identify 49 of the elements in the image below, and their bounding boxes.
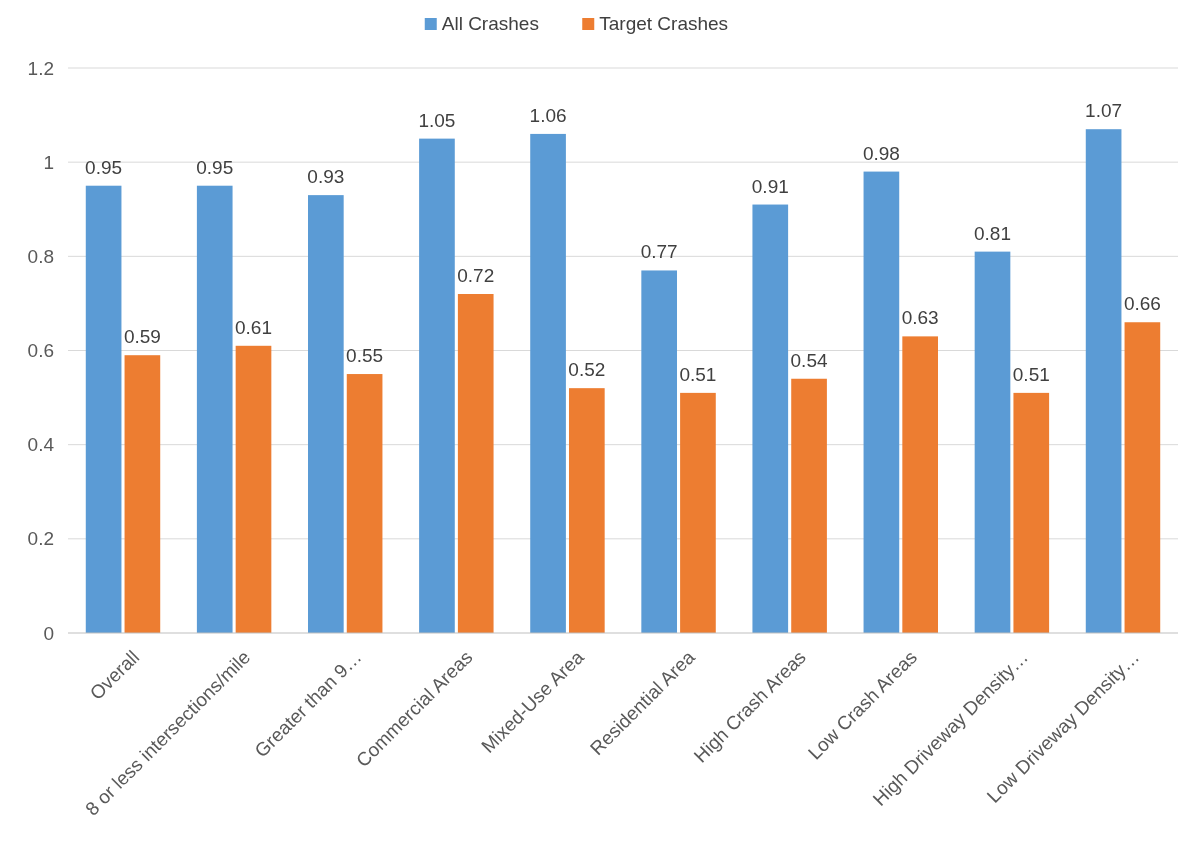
bar	[1085, 129, 1122, 633]
bar	[457, 294, 494, 633]
legend-label: All Crashes	[441, 13, 539, 34]
bar	[235, 345, 272, 633]
data-label: 0.66	[1123, 293, 1161, 315]
legend-label: Target Crashes	[599, 13, 729, 34]
bar	[196, 185, 233, 633]
data-label: 0.81	[974, 222, 1011, 244]
data-label: 0.51	[1012, 363, 1050, 385]
data-label: 0.61	[235, 316, 272, 338]
data-label: 1.06	[529, 104, 567, 126]
data-label: 0.51	[679, 363, 717, 385]
bar	[1124, 322, 1161, 633]
data-label: 0.72	[457, 265, 495, 286]
data-label: 0.55	[346, 345, 384, 367]
bar	[863, 171, 900, 633]
bar	[752, 204, 789, 633]
data-label: 1.07	[1085, 100, 1123, 122]
bar	[569, 388, 605, 633]
bar	[791, 378, 827, 633]
data-label: 0.59	[123, 326, 161, 348]
y-tick-label: 0.8	[27, 245, 54, 267]
bar	[902, 336, 938, 633]
y-tick-label: 0.2	[27, 528, 54, 550]
bar	[124, 355, 161, 633]
bar	[346, 374, 383, 633]
bar	[308, 195, 344, 633]
y-tick-label: 1	[43, 151, 54, 173]
bar	[974, 251, 1011, 633]
bar	[680, 392, 716, 633]
data-label: 0.52	[568, 359, 606, 381]
data-label: 0.77	[640, 241, 678, 263]
y-tick-label: 0.6	[27, 340, 54, 362]
bar	[1013, 392, 1050, 633]
bar	[85, 185, 122, 633]
y-tick-label: 1.2	[27, 57, 54, 79]
data-label: 0.95	[196, 156, 234, 178]
bar	[530, 133, 566, 633]
bar	[419, 138, 455, 633]
y-tick-label: 0.4	[27, 434, 55, 456]
data-label: 0.63	[901, 307, 939, 329]
data-label: 0.98	[862, 142, 900, 164]
bar	[641, 270, 677, 633]
data-label: 0.95	[85, 156, 123, 178]
data-label: 0.93	[307, 166, 345, 188]
data-label: 0.91	[751, 175, 789, 197]
data-label: 0.54	[790, 349, 828, 371]
data-label: 1.05	[418, 109, 456, 131]
y-tick-label: 0	[43, 622, 54, 644]
